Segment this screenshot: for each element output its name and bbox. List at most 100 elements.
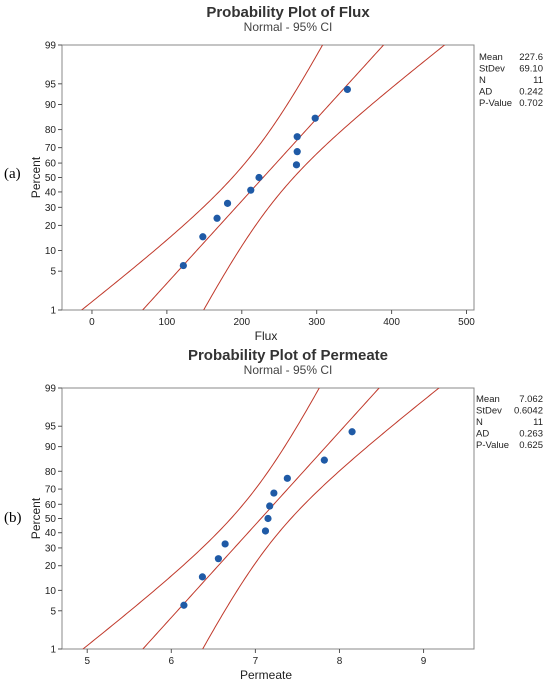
- fitted-line: [142, 388, 380, 649]
- data-point: [320, 456, 328, 464]
- stat-value: 11: [533, 417, 543, 428]
- plot-frame: [61, 44, 475, 311]
- data-point: [199, 233, 207, 241]
- stat-value: 7.062: [519, 394, 543, 405]
- data-point: [283, 474, 291, 482]
- stat-label: StDev: [476, 406, 502, 417]
- ci-lower-line: [80, 45, 324, 310]
- y-tick-label: 90: [45, 100, 57, 111]
- y-tick-label: 50: [45, 173, 57, 184]
- y-tick-label: 90: [45, 442, 57, 453]
- chart-subtitle: Normal - 95% CI: [244, 363, 333, 377]
- y-tick-label: 60: [45, 500, 57, 511]
- y-tick-label: 20: [45, 221, 57, 232]
- stat-value: 69.10: [519, 64, 543, 75]
- data-point: [255, 173, 263, 182]
- y-tick-label: 5: [50, 267, 56, 278]
- fitted-line: [141, 45, 385, 310]
- data-point: [292, 161, 301, 169]
- data-point: [293, 133, 301, 141]
- x-tick-label: 400: [383, 317, 400, 328]
- stat-value: 0.263: [519, 429, 543, 440]
- data-point: [311, 114, 319, 122]
- ci-upper-line: [203, 45, 446, 310]
- x-tick-label: 300: [308, 317, 325, 328]
- stat-label: AD: [479, 87, 492, 98]
- data-point: [213, 214, 221, 222]
- y-tick-label: 95: [45, 422, 57, 433]
- x-tick-label: 8: [337, 656, 343, 667]
- stat-label: N: [479, 75, 486, 86]
- x-tick-label: 7: [253, 656, 259, 667]
- y-tick-label: 1: [50, 645, 56, 656]
- data-point: [180, 601, 188, 609]
- x-tick-label: 9: [421, 656, 427, 667]
- stat-label: Mean: [476, 394, 500, 405]
- data-point: [223, 199, 232, 207]
- y-tick-label: 99: [45, 384, 57, 395]
- stat-label: StDev: [479, 64, 505, 75]
- data-point: [348, 428, 356, 436]
- ci-lower-line: [82, 388, 320, 649]
- y-tick-label: 1: [50, 306, 56, 317]
- stat-label: N: [476, 417, 483, 428]
- y-axis-label: Percent: [29, 156, 43, 198]
- y-tick-label: 30: [45, 203, 57, 214]
- data-point: [247, 186, 255, 194]
- stat-label: Mean: [479, 52, 503, 63]
- ci-upper-line: [202, 388, 440, 649]
- stat-label: AD: [476, 429, 489, 440]
- x-tick-label: 200: [233, 317, 250, 328]
- x-tick-label: 0: [89, 317, 95, 328]
- x-tick-label: 6: [169, 656, 175, 667]
- fit-lines: [82, 388, 440, 649]
- data-point: [214, 555, 222, 563]
- panel-label: (b): [4, 510, 22, 526]
- y-tick-label: 30: [45, 543, 57, 554]
- data-point: [264, 514, 272, 523]
- data-point: [293, 148, 301, 156]
- data-point: [198, 573, 207, 581]
- y-tick-label: 5: [50, 606, 56, 617]
- data-point: [221, 540, 229, 548]
- y-tick-label: 50: [45, 514, 57, 525]
- y-tick-label: 40: [45, 528, 57, 539]
- y-tick-label: 40: [45, 187, 57, 198]
- y-tick-label: 60: [45, 159, 57, 170]
- x-axis-label: Flux: [255, 329, 278, 343]
- stat-label: P-Value: [476, 440, 509, 451]
- stat-value: 0.702: [519, 98, 543, 109]
- stat-label: P-Value: [479, 98, 512, 109]
- data-point: [266, 502, 274, 510]
- data-point: [343, 85, 352, 94]
- stat-value: 0.242: [519, 87, 543, 98]
- stat-value: 227.6: [519, 52, 543, 63]
- chart-title: Probability Plot of Flux: [206, 4, 370, 21]
- y-tick-label: 70: [45, 143, 57, 154]
- panel-label: (a): [4, 166, 21, 182]
- data-point: [179, 261, 187, 270]
- data-point: [261, 527, 270, 535]
- chart-subtitle: Normal - 95% CI: [244, 20, 333, 34]
- x-tick-label: 100: [159, 317, 176, 328]
- stat-value: 0.625: [519, 440, 543, 451]
- y-axis-label: Percent: [29, 497, 43, 539]
- y-tick-label: 99: [45, 41, 57, 52]
- stat-value: 11: [533, 75, 543, 86]
- data-point: [270, 489, 278, 497]
- y-tick-label: 80: [45, 125, 57, 136]
- stat-value: 0.6042: [514, 406, 543, 417]
- y-tick-label: 20: [45, 561, 57, 572]
- y-tick-label: 80: [45, 467, 57, 478]
- y-tick-label: 10: [45, 246, 57, 257]
- y-tick-label: 10: [45, 586, 57, 597]
- x-tick-label: 5: [84, 656, 90, 667]
- chart-title: Probability Plot of Permeate: [188, 347, 388, 364]
- y-tick-label: 70: [45, 485, 57, 496]
- x-tick-label: 500: [458, 317, 475, 328]
- y-tick-label: 95: [45, 79, 57, 90]
- x-axis-label: Permeate: [240, 668, 292, 682]
